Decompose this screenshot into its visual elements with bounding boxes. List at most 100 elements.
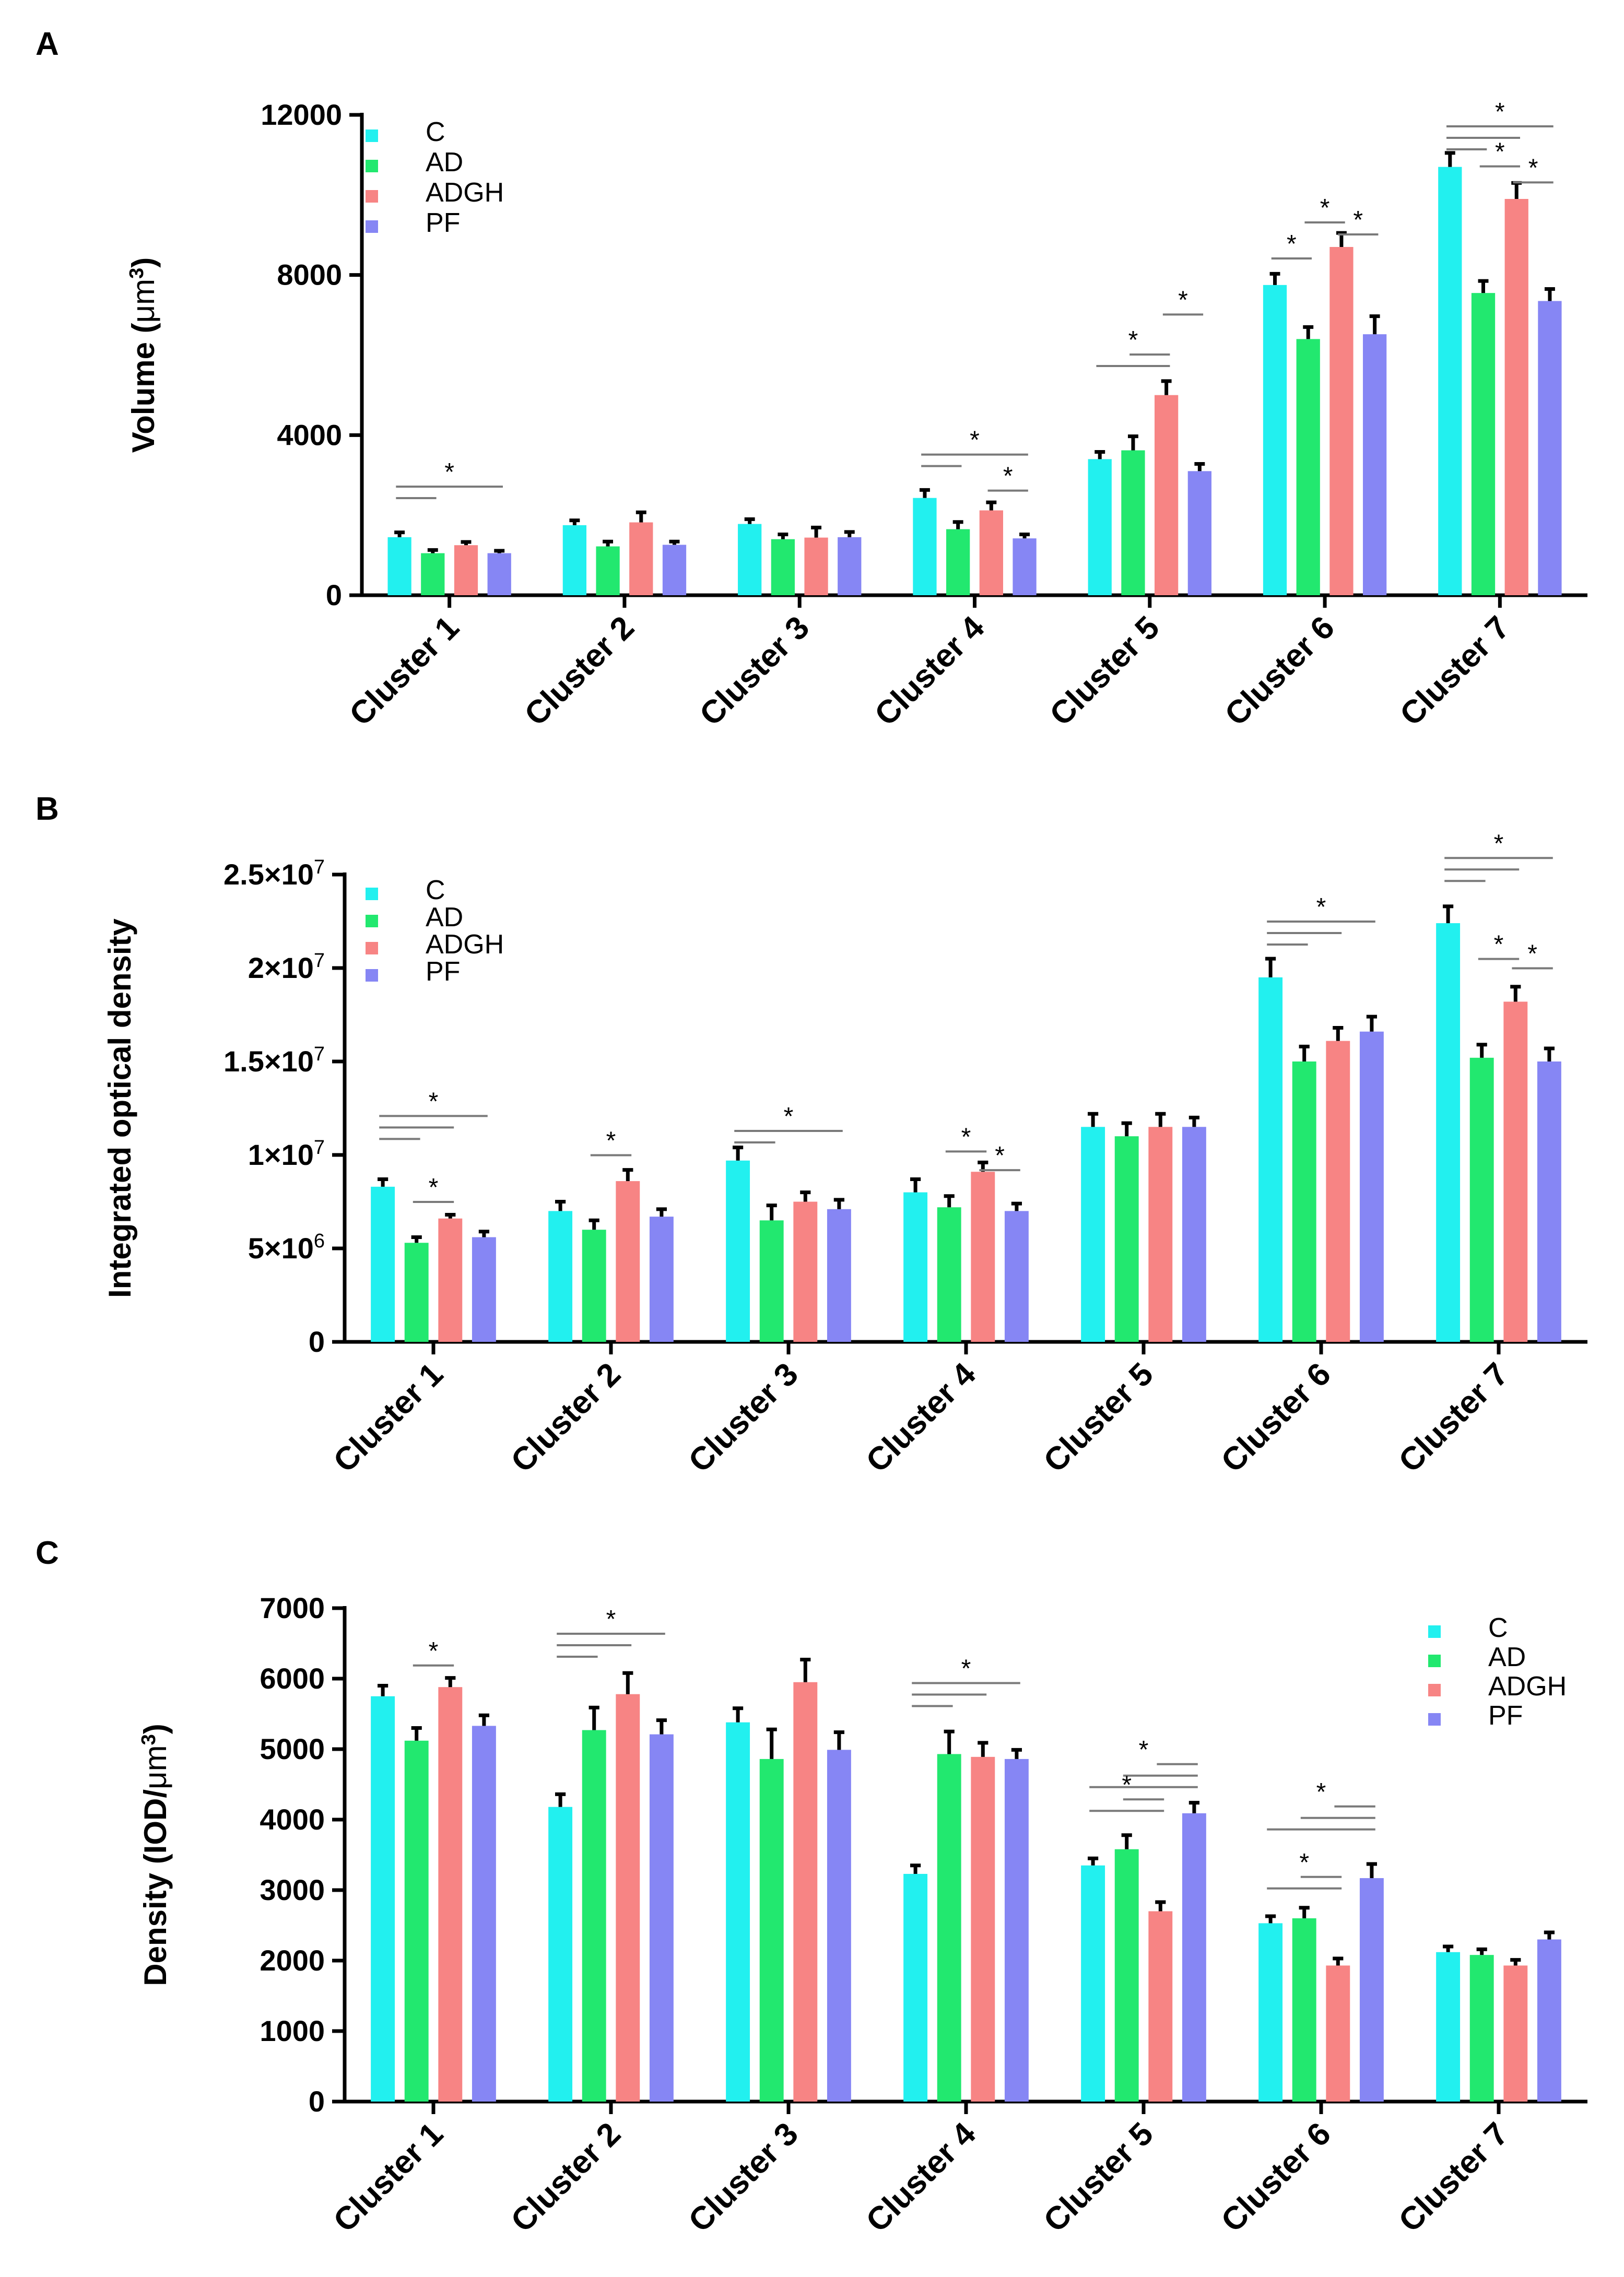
legend-label-AD: AD [426, 902, 463, 933]
bar-PF-cluster-2 [649, 1217, 674, 1342]
legend-label-ADGH: ADGH [426, 178, 504, 208]
x-category-label: Cluster 5 [1037, 1356, 1160, 1479]
significance-star: * [606, 1606, 616, 1633]
legend-label-AD: AD [426, 147, 463, 178]
bar-PF-cluster-5 [1182, 1813, 1206, 2102]
x-category-label: Cluster 5 [1043, 609, 1166, 733]
x-category-label: Cluster 1 [326, 2116, 450, 2239]
y-tick-label: 5×106 [248, 1230, 325, 1265]
significance-star: * [1178, 286, 1188, 314]
x-category-label: Cluster 1 [326, 1356, 450, 1479]
x-category-label: Cluster 3 [693, 609, 816, 733]
bar-C-cluster-7 [1436, 1952, 1461, 2102]
y-tick-mantissa: 2×10 [248, 951, 314, 984]
significance-star: * [1299, 1849, 1309, 1877]
bar-PF-cluster-4 [1013, 538, 1037, 595]
y-tick-exponent: 7 [314, 1137, 325, 1159]
legend-swatch-AD [366, 915, 378, 927]
significance-star: * [606, 1127, 616, 1155]
bar-AD-cluster-2 [582, 1230, 606, 1342]
bar-PF-cluster-1 [472, 1726, 496, 2102]
y-axis-title: Volume (μm3) [126, 257, 161, 453]
bar-C-cluster-1 [371, 1186, 395, 1342]
bar-PF-cluster-7 [1537, 1939, 1561, 2102]
bar-PF-cluster-3 [838, 537, 862, 595]
significance-star: * [1320, 194, 1330, 222]
legend-label-C: C [426, 875, 445, 905]
bar-ADGH-cluster-7 [1503, 1001, 1528, 1342]
y-axis-title-unit: μm [126, 279, 161, 323]
legend-label-AD: AD [1488, 1642, 1526, 1672]
y-tick-exponent: 6 [314, 1230, 325, 1252]
y-tick-label: 4000 [277, 418, 342, 451]
y-tick-mantissa: 1.5×10 [223, 1045, 314, 1078]
significance-star: * [1003, 463, 1013, 490]
bar-C-cluster-2 [548, 1807, 573, 2102]
x-category-label: Cluster 6 [1218, 609, 1341, 733]
bar-ADGH-cluster-1 [438, 1687, 463, 2102]
legend-swatch-ADGH [366, 190, 378, 203]
x-category-label: Cluster 4 [859, 2116, 983, 2239]
legend-swatch-AD [366, 160, 378, 172]
bar-AD-cluster-5 [1121, 450, 1145, 595]
bar-C-cluster-3 [726, 1160, 750, 1342]
bar-AD-cluster-3 [759, 1759, 784, 2102]
significance-star: * [1494, 931, 1504, 959]
y-tick-label: 3000 [260, 1873, 325, 1906]
y-tick-label: 2×107 [248, 950, 325, 984]
bar-C-cluster-2 [548, 1211, 573, 1342]
bar-AD-cluster-3 [771, 539, 795, 595]
panel-c: C Density (IOD/μm3) 0 1000 2000 3000 4000 5000 6… [0, 1509, 1624, 2277]
legend-swatch-AD [1428, 1655, 1441, 1667]
bar-ADGH-cluster-7 [1504, 199, 1528, 595]
x-category-label: Cluster 4 [859, 1356, 983, 1480]
bar-AD-cluster-1 [404, 1243, 429, 1342]
bar-ADGH-cluster-4 [979, 510, 1003, 595]
legend-swatch-ADGH [366, 942, 378, 954]
bar-AD-cluster-6 [1292, 1061, 1316, 1342]
bar-PF-cluster-2 [649, 1734, 674, 2102]
bar-C-cluster-6 [1263, 285, 1287, 595]
significance-star: * [995, 1142, 1005, 1170]
bar-C-cluster-1 [387, 537, 411, 595]
bar-PF-cluster-7 [1537, 1061, 1561, 1342]
legend-swatch-C [366, 129, 378, 142]
y-tick-label: 12000 [261, 98, 342, 131]
x-category-label: Cluster 7 [1393, 609, 1516, 733]
bar-AD-cluster-1 [404, 1740, 429, 2102]
significance-star: * [444, 458, 454, 486]
y-tick-label: 1.5×107 [223, 1043, 325, 1078]
bar-ADGH-cluster-5 [1148, 1911, 1173, 2102]
legend-swatch-PF [366, 220, 378, 233]
bar-AD-cluster-2 [596, 546, 620, 595]
legend-swatch-PF [366, 969, 378, 982]
bar-ADGH-cluster-7 [1503, 1965, 1528, 2102]
y-tick-label: 0 [326, 579, 342, 611]
y-axis-title-superscript: 3 [126, 268, 148, 279]
significance-star: * [1495, 138, 1505, 166]
bar-ADGH-cluster-3 [793, 1682, 818, 2102]
y-axis-title-unit: μm [138, 1745, 173, 1789]
bar-ADGH-cluster-6 [1326, 1965, 1350, 2102]
bar-PF-cluster-3 [827, 1209, 851, 1342]
bar-C-cluster-3 [726, 1722, 750, 2102]
y-tick-label: 6000 [260, 1662, 325, 1695]
panel-letter: A [36, 26, 59, 62]
bar-ADGH-cluster-1 [454, 545, 478, 595]
bar-C-cluster-4 [903, 1873, 928, 2102]
legend-swatch-PF [1428, 1713, 1441, 1726]
bar-PF-cluster-5 [1182, 1127, 1206, 1342]
volume-chart: A Volume (μm3) 0 4000 8000 12000 Cluster 1 Clus… [36, 26, 1587, 733]
legend-label-PF: PF [1488, 1701, 1523, 1731]
y-tick-mantissa: 1×10 [248, 1138, 314, 1171]
bar-AD-cluster-7 [1469, 1955, 1494, 2102]
significance-star: * [961, 1123, 971, 1151]
legend-label-C: C [1488, 1613, 1508, 1643]
bar-C-cluster-5 [1088, 459, 1112, 595]
x-category-label: Cluster 3 [681, 1356, 805, 1479]
bar-C-cluster-7 [1438, 167, 1462, 596]
x-category-label: Cluster 3 [681, 2116, 805, 2239]
bar-PF-cluster-6 [1359, 1878, 1384, 2102]
bar-PF-cluster-2 [662, 545, 687, 595]
significance-star: * [1122, 1771, 1132, 1799]
